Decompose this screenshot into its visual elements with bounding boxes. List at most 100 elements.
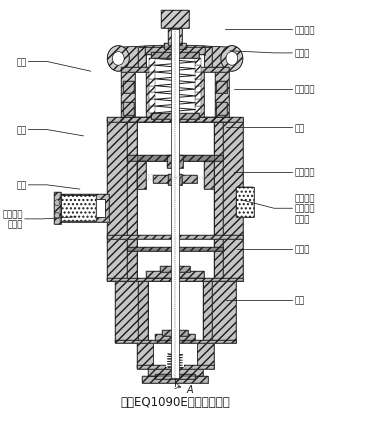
Text: 调整螺钉: 调整螺钉 (294, 26, 315, 35)
Bar (155, 334, 195, 343)
Bar (136, 239, 214, 281)
Bar (136, 366, 214, 369)
Bar (107, 120, 243, 239)
Bar (59, 195, 109, 222)
Circle shape (54, 213, 59, 219)
Bar (198, 69, 204, 120)
Bar (216, 103, 227, 115)
Bar (216, 81, 227, 94)
Bar (153, 343, 197, 368)
Bar (195, 100, 201, 107)
Bar (123, 81, 134, 94)
Bar (235, 187, 254, 217)
Bar (155, 374, 195, 380)
Bar (61, 196, 96, 222)
Bar (171, 30, 179, 379)
Text: 阀体: 阀体 (16, 126, 27, 135)
Bar (149, 80, 155, 86)
Bar (121, 68, 229, 73)
Bar (127, 239, 136, 281)
Text: 调压弹簧: 调压弹簧 (294, 85, 315, 94)
Bar (145, 48, 205, 56)
Bar (61, 196, 96, 222)
Text: 汽车维修技术网  www.7ijs.com: 汽车维修技术网 www.7ijs.com (138, 174, 212, 180)
Bar (195, 86, 201, 93)
Bar (121, 69, 136, 120)
Bar (214, 239, 223, 281)
Bar (136, 162, 146, 190)
Bar (235, 187, 254, 217)
Bar (121, 118, 229, 123)
Bar (107, 235, 243, 239)
Bar (107, 118, 243, 123)
Circle shape (112, 52, 124, 66)
Bar (160, 266, 190, 273)
Bar (127, 120, 136, 239)
Text: 阀门: 阀门 (294, 296, 304, 305)
Bar (204, 47, 212, 71)
Text: 膜片组件: 膜片组件 (294, 168, 315, 177)
Bar (127, 247, 223, 251)
Bar (214, 120, 223, 239)
Bar (239, 192, 250, 213)
Bar (161, 12, 189, 29)
Circle shape (107, 46, 129, 72)
Bar (127, 120, 136, 239)
Text: 芯管: 芯管 (294, 124, 304, 132)
Bar (214, 120, 223, 239)
Bar (204, 162, 214, 190)
Bar (198, 69, 204, 120)
Bar (168, 175, 182, 185)
Bar (203, 281, 212, 343)
Bar (127, 247, 223, 251)
Bar (138, 281, 147, 343)
Bar (147, 368, 203, 377)
Text: 弹簧座: 弹簧座 (294, 49, 309, 58)
Bar (149, 86, 155, 93)
Bar (164, 44, 186, 49)
Bar (146, 271, 204, 279)
Bar (54, 193, 61, 225)
Bar (121, 69, 136, 120)
Bar (121, 68, 229, 73)
Bar (195, 59, 201, 66)
Bar (145, 48, 205, 56)
Bar (123, 103, 134, 115)
Bar (138, 281, 147, 343)
Bar (237, 187, 252, 217)
Bar (216, 81, 227, 94)
Bar (136, 120, 214, 239)
Bar (152, 58, 198, 114)
Bar (136, 162, 146, 190)
Bar (216, 103, 227, 115)
Bar (162, 330, 188, 336)
Circle shape (54, 200, 59, 206)
Bar (151, 53, 199, 59)
Bar (195, 80, 201, 86)
Bar (168, 29, 182, 46)
Bar (204, 162, 214, 190)
Bar (149, 100, 155, 107)
Bar (195, 73, 201, 80)
Bar (149, 73, 155, 80)
Bar (146, 55, 204, 71)
Circle shape (226, 52, 238, 66)
Bar (147, 368, 203, 377)
Polygon shape (111, 46, 239, 71)
Bar (167, 155, 183, 169)
Bar (153, 176, 197, 183)
Bar (146, 69, 152, 120)
Bar (146, 271, 204, 279)
Bar (136, 155, 214, 161)
Bar (149, 66, 155, 73)
Bar (195, 107, 201, 114)
Bar (151, 53, 199, 59)
Bar (195, 66, 201, 73)
Bar (115, 340, 235, 343)
Bar (63, 200, 106, 217)
Bar (107, 239, 243, 281)
Bar (142, 377, 208, 383)
Bar (151, 114, 199, 120)
Text: A: A (186, 384, 193, 394)
Text: 通储气罐
管接头: 通储气罐 管接头 (2, 210, 23, 229)
